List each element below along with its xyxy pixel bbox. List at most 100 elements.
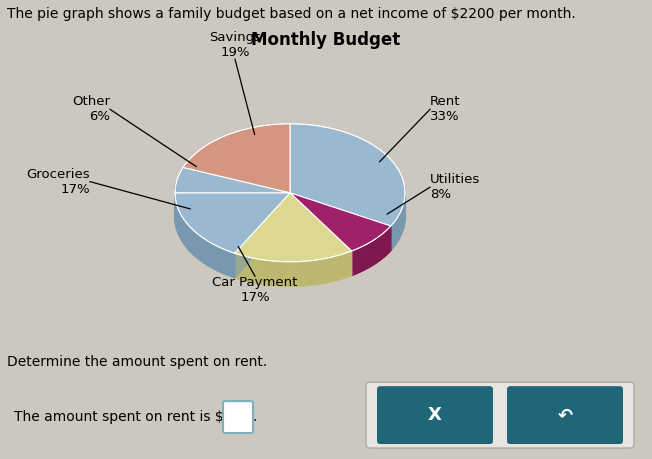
Polygon shape <box>244 256 246 281</box>
Polygon shape <box>280 262 282 286</box>
Polygon shape <box>290 193 391 251</box>
Polygon shape <box>331 257 333 282</box>
Polygon shape <box>209 242 211 268</box>
Polygon shape <box>356 249 357 274</box>
FancyBboxPatch shape <box>366 382 634 448</box>
Polygon shape <box>185 221 186 246</box>
Polygon shape <box>226 250 228 275</box>
Polygon shape <box>369 242 370 267</box>
Polygon shape <box>373 240 374 265</box>
Polygon shape <box>399 213 400 240</box>
Polygon shape <box>309 261 311 285</box>
Polygon shape <box>219 247 220 272</box>
Polygon shape <box>235 193 290 278</box>
Polygon shape <box>242 256 244 280</box>
Polygon shape <box>213 244 214 269</box>
Polygon shape <box>186 223 188 248</box>
Text: X: X <box>428 406 442 424</box>
FancyBboxPatch shape <box>223 401 253 433</box>
Polygon shape <box>194 230 195 256</box>
Polygon shape <box>240 255 242 280</box>
Polygon shape <box>204 239 205 264</box>
Polygon shape <box>297 262 299 286</box>
Text: Utilities
8%: Utilities 8% <box>430 173 481 201</box>
Polygon shape <box>205 240 207 265</box>
Polygon shape <box>329 257 331 282</box>
Polygon shape <box>266 260 268 285</box>
Polygon shape <box>278 261 280 286</box>
Polygon shape <box>259 259 261 284</box>
Polygon shape <box>348 252 350 277</box>
Polygon shape <box>293 262 295 286</box>
Polygon shape <box>203 238 204 263</box>
Polygon shape <box>374 239 375 264</box>
Polygon shape <box>335 256 337 281</box>
Polygon shape <box>303 261 305 286</box>
Polygon shape <box>246 257 248 281</box>
Polygon shape <box>290 124 405 226</box>
Polygon shape <box>222 249 224 274</box>
Polygon shape <box>270 261 272 285</box>
Polygon shape <box>362 246 363 271</box>
Polygon shape <box>235 253 237 278</box>
Polygon shape <box>351 251 353 275</box>
Polygon shape <box>250 257 252 282</box>
Polygon shape <box>286 262 288 286</box>
Polygon shape <box>290 193 351 275</box>
Polygon shape <box>325 258 327 283</box>
Polygon shape <box>337 255 339 280</box>
Polygon shape <box>299 262 301 286</box>
Polygon shape <box>175 193 290 217</box>
Polygon shape <box>339 255 341 280</box>
Polygon shape <box>175 168 290 193</box>
Polygon shape <box>175 193 290 253</box>
Polygon shape <box>290 193 351 275</box>
Polygon shape <box>231 252 233 277</box>
Polygon shape <box>201 236 203 262</box>
Text: Car Payment
17%: Car Payment 17% <box>213 276 298 304</box>
Polygon shape <box>358 248 359 273</box>
Polygon shape <box>252 258 254 283</box>
FancyBboxPatch shape <box>377 386 493 444</box>
Polygon shape <box>366 244 367 269</box>
Polygon shape <box>235 193 290 278</box>
Text: ↶: ↶ <box>557 406 572 424</box>
Polygon shape <box>301 261 303 286</box>
Polygon shape <box>192 230 194 255</box>
Polygon shape <box>220 248 222 273</box>
Polygon shape <box>254 258 256 283</box>
Polygon shape <box>311 260 313 285</box>
Polygon shape <box>372 241 373 266</box>
Polygon shape <box>346 252 348 277</box>
Polygon shape <box>207 241 208 266</box>
Polygon shape <box>235 193 351 262</box>
Polygon shape <box>402 206 403 232</box>
Polygon shape <box>200 235 201 261</box>
Polygon shape <box>268 260 270 285</box>
Polygon shape <box>353 250 354 275</box>
Polygon shape <box>190 227 192 253</box>
Polygon shape <box>355 249 356 274</box>
Polygon shape <box>228 251 230 276</box>
Polygon shape <box>181 215 182 241</box>
Polygon shape <box>183 218 184 244</box>
Polygon shape <box>211 243 213 269</box>
Polygon shape <box>313 260 316 285</box>
Text: Monthly Budget: Monthly Budget <box>252 31 400 50</box>
Polygon shape <box>354 250 355 274</box>
Text: Rent
33%: Rent 33% <box>430 95 460 123</box>
Polygon shape <box>237 254 238 279</box>
Polygon shape <box>393 222 394 248</box>
Polygon shape <box>195 232 196 257</box>
Polygon shape <box>341 254 342 279</box>
Polygon shape <box>272 261 274 285</box>
Polygon shape <box>261 260 263 285</box>
Polygon shape <box>290 193 391 251</box>
Text: Savings
19%: Savings 19% <box>209 31 261 59</box>
Text: .: . <box>253 410 258 424</box>
Text: Other
6%: Other 6% <box>72 95 110 123</box>
Text: Groceries
17%: Groceries 17% <box>26 168 90 196</box>
Polygon shape <box>295 262 297 286</box>
Polygon shape <box>307 261 309 285</box>
Polygon shape <box>401 208 402 235</box>
